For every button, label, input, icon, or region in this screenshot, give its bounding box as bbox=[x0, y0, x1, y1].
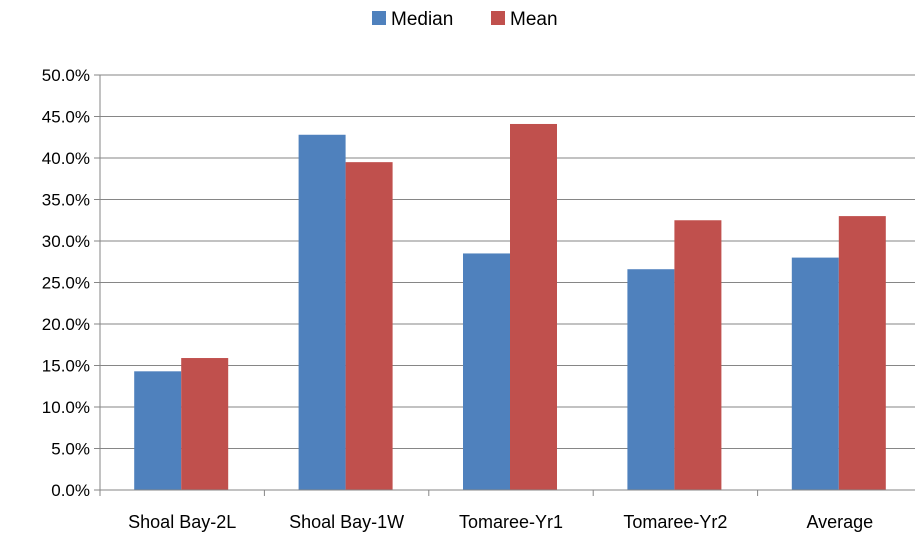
bar-median bbox=[298, 134, 346, 490]
y-tick-label: 35.0% bbox=[42, 191, 90, 210]
legend-swatch-median bbox=[372, 11, 386, 25]
x-tick-label: Tomaree-Yr2 bbox=[623, 512, 727, 532]
bar-mean bbox=[838, 216, 886, 490]
legend-label-median: Median bbox=[391, 9, 453, 30]
x-tick-label: Shoal Bay-1W bbox=[289, 512, 404, 532]
bar-median bbox=[627, 269, 675, 490]
y-tick-label: 15.0% bbox=[42, 357, 90, 376]
y-tick-label: 45.0% bbox=[42, 108, 90, 127]
x-tick-label: Tomaree-Yr1 bbox=[459, 512, 563, 532]
y-axis-ticks: 0.0% 5.0% 10.0% 15.0% 20.0% 25.0% 30.0% 35.0% 40… bbox=[42, 66, 100, 500]
legend-label-mean: Mean bbox=[510, 9, 558, 30]
y-tick-label: 40.0% bbox=[42, 149, 90, 168]
bar-median bbox=[134, 371, 182, 490]
legend: Median Mean bbox=[372, 9, 558, 30]
x-tick-label: Shoal Bay-2L bbox=[128, 512, 236, 532]
bar-mean bbox=[674, 220, 722, 490]
y-tick-label: 5.0% bbox=[51, 440, 90, 459]
bar-mean bbox=[345, 162, 393, 490]
bar-median bbox=[463, 253, 510, 490]
y-tick-label: 50.0% bbox=[42, 66, 90, 85]
y-tick-label: 25.0% bbox=[42, 274, 90, 293]
x-tick-label: Average bbox=[806, 512, 873, 532]
y-tick-label: 0.0% bbox=[51, 481, 90, 500]
bars bbox=[134, 123, 886, 490]
bar-mean bbox=[510, 123, 557, 490]
y-tick-label: 30.0% bbox=[42, 232, 90, 251]
x-axis-ticks: Shoal Bay-2L Shoal Bay-1W Tomaree-Yr1 Tomar… bbox=[99, 490, 873, 532]
y-tick-label: 20.0% bbox=[42, 315, 90, 334]
bar-median bbox=[791, 257, 839, 490]
y-tick-label: 10.0% bbox=[42, 398, 90, 417]
bar-mean bbox=[181, 358, 229, 490]
legend-swatch-mean bbox=[491, 11, 505, 25]
